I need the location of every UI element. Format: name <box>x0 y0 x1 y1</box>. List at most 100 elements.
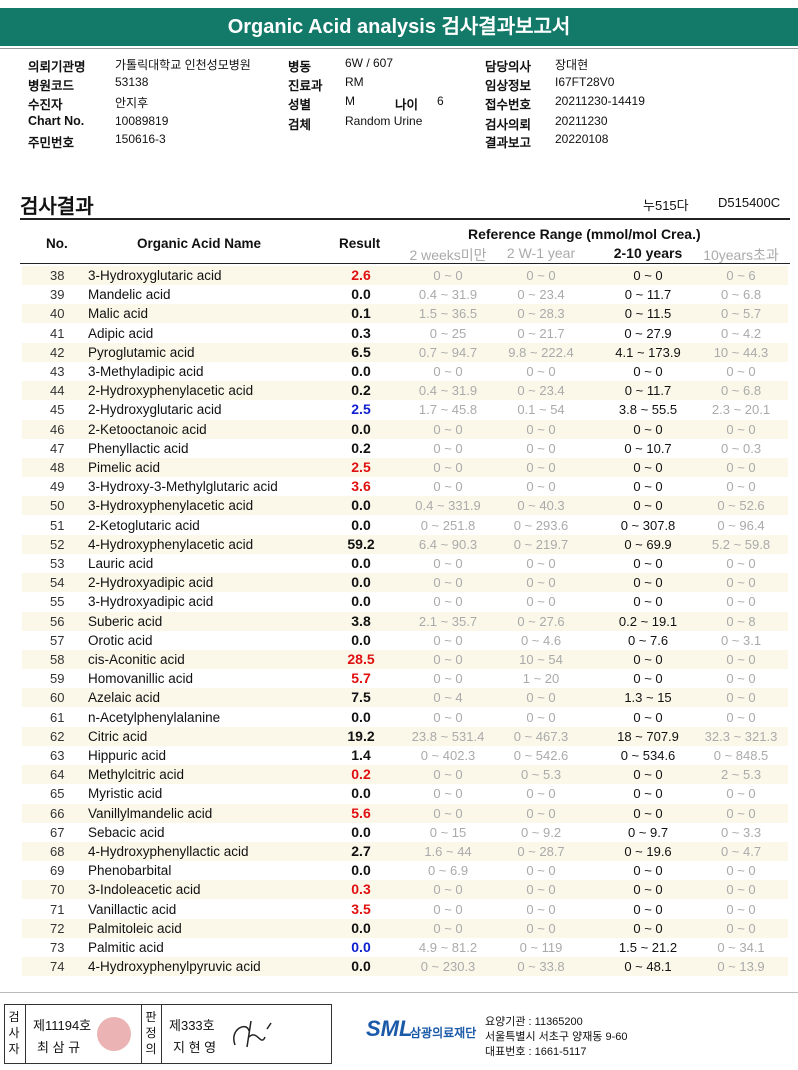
acid-name: 2-Hydroxyglutaric acid <box>88 402 222 418</box>
table-row: 71 Vanillactic acid 3.5 0 ~ 0 0 ~ 0 0 ~ 0 0 ~ … <box>22 900 788 919</box>
reference-range: 0 ~ 0 <box>726 652 756 667</box>
acid-name: 4-Hydroxyphenylpyruvic acid <box>88 959 261 975</box>
result: 0.0 <box>351 823 371 840</box>
row-no: 70 <box>50 882 65 898</box>
info-value: 20211230 <box>555 114 608 128</box>
reference-range: 0.4 ~ 331.9 <box>415 498 481 514</box>
reference-range: 0 ~ 0 <box>526 460 556 475</box>
reference-range: 0 ~ 467.3 <box>513 728 569 744</box>
table-row: 60 Azelaic acid 7.5 0 ~ 4 0 ~ 0 1.3 ~ 15 0 ~ 0 <box>22 688 788 708</box>
row-no: 59 <box>50 671 65 687</box>
divider <box>0 992 798 993</box>
judge-name: 지 현 영 <box>173 1040 217 1055</box>
result: 0.0 <box>351 939 371 955</box>
acid-name: 2-Hydroxyphenylacetic acid <box>88 383 254 399</box>
row-no: 46 <box>50 421 65 437</box>
reference-range: 0 ~ 0 <box>726 364 756 379</box>
table-row: 70 3-Indoleacetic acid 0.3 0 ~ 0 0 ~ 0 0 ~ 0 0… <box>22 880 788 900</box>
reference-range: 0 ~ 9.7 <box>627 824 669 840</box>
table-row: 49 3-Hydroxy-3-Methylglutaric acid 3.6 0 ~ … <box>22 477 788 496</box>
reference-range: 0 ~ 0 <box>526 440 556 456</box>
info-label: 나이 <box>395 98 419 112</box>
reference-range: 0 ~ 0 <box>433 882 463 898</box>
reference-range: 0 ~ 28.3 <box>517 306 565 322</box>
reference-range: 0 ~ 0 <box>633 460 663 475</box>
col-header: No. <box>46 236 68 251</box>
result: 2.5 <box>351 401 371 418</box>
examiner-role: 검사자 <box>8 1010 20 1056</box>
reference-range: 0 ~ 23.4 <box>517 287 565 303</box>
row-no: 66 <box>50 805 65 821</box>
acid-name: n-Acetylphenylalanine <box>88 709 221 725</box>
acid-name: Palmitic acid <box>88 940 164 955</box>
reference-range: 0 ~ 3.3 <box>720 824 762 840</box>
result: 0.1 <box>351 305 371 322</box>
reference-range: 1 ~ 20 <box>522 671 560 687</box>
seal <box>97 1017 131 1051</box>
row-no: 74 <box>50 959 65 975</box>
reference-range: 0 ~ 0 <box>433 556 463 571</box>
table-row: 69 Phenobarbital 0.0 0 ~ 6.9 0 ~ 0 0 ~ 0 0 ~ 0 <box>22 861 788 880</box>
reference-range: 18 ~ 707.9 <box>617 728 679 744</box>
row-no: 72 <box>50 920 65 936</box>
result: 0.3 <box>351 881 371 898</box>
report-title: Organic Acid analysis 검사결과보고서 <box>0 8 798 46</box>
result: 3.6 <box>351 478 371 495</box>
row-no: 52 <box>50 536 65 552</box>
reference-range: 0 ~ 0 <box>633 863 663 879</box>
acid-name: Mandelic acid <box>88 287 171 303</box>
table-row: 67 Sebacic acid 0.0 0 ~ 15 0 ~ 9.2 0 ~ 9.7 0 ~… <box>22 823 788 842</box>
acid-name: 2-Ketooctanoic acid <box>88 421 207 437</box>
reference-range: 0 ~ 33.8 <box>517 959 565 975</box>
result: 0.0 <box>351 516 371 533</box>
reference-range: 0 ~ 0 <box>526 805 556 821</box>
info-label: 임상정보 <box>485 79 532 93</box>
reference-range: 0 ~ 0 <box>526 556 556 571</box>
reference-range: 0 ~ 0 <box>526 479 556 495</box>
table-row: 47 Phenyllactic acid 0.2 0 ~ 0 0 ~ 0 0 ~ 10.7… <box>22 439 788 458</box>
info-label: 병동 <box>288 60 312 74</box>
reference-range: 0 ~ 0 <box>633 479 663 495</box>
reference-range: 0 ~ 5.7 <box>720 306 762 322</box>
acid-name: Pimelic acid <box>88 460 161 475</box>
acid-name: Sebacic acid <box>88 824 165 840</box>
reference-range: 0 ~ 0 <box>433 786 463 802</box>
section-title: 검사결과 <box>20 196 94 218</box>
acid-name: Suberic acid <box>88 613 163 629</box>
result: 0.2 <box>351 382 371 399</box>
result: 28.5 <box>347 651 375 667</box>
col-header: Reference Range (mmol/mol Crea.) <box>468 226 701 242</box>
row-no: 40 <box>50 306 65 322</box>
reference-range: 0 ~ 0 <box>526 575 556 591</box>
signature <box>233 1020 272 1048</box>
reference-range: 0 ~ 25 <box>429 325 467 341</box>
reference-range: 10 ~ 54 <box>519 652 563 667</box>
reference-range: 1.5 ~ 36.5 <box>418 306 478 322</box>
acid-name: 4-Hydroxyphenyllactic acid <box>88 844 249 859</box>
divider <box>0 48 798 49</box>
reference-range: 0 ~ 293.6 <box>513 517 569 533</box>
reference-range: 0 ~ 0 <box>526 901 556 917</box>
acid-name: Vanillactic acid <box>88 901 177 917</box>
reference-range: 0 ~ 34.1 <box>717 940 765 955</box>
reference-range: 0 ~ 15 <box>429 824 467 840</box>
reference-range: 0 ~ 0 <box>726 690 756 706</box>
reference-range: 10 ~ 44.3 <box>713 344 769 360</box>
divider <box>20 218 790 220</box>
report-code: 누515다 <box>643 198 689 213</box>
row-no: 38 <box>50 268 65 283</box>
row-no: 58 <box>50 652 65 667</box>
row-no: 55 <box>50 594 65 610</box>
reference-range: 0 ~ 11.5 <box>624 306 672 322</box>
acid-name: Malic acid <box>88 306 149 322</box>
result: 0.0 <box>351 574 371 591</box>
row-no: 49 <box>50 479 65 495</box>
range-header: 10years초과 <box>703 247 779 263</box>
reference-range: 0 ~ 0 <box>526 882 556 898</box>
row-no: 68 <box>50 844 65 859</box>
reference-range: 0 ~ 0 <box>433 632 463 648</box>
reference-range: 0 ~ 0 <box>633 268 663 283</box>
reference-range: 0 ~ 0 <box>726 575 756 591</box>
acid-name: Pyroglutamic acid <box>88 344 195 360</box>
table-row: 40 Malic acid 0.1 1.5 ~ 36.5 0 ~ 28.3 0 ~ 11.… <box>22 304 788 324</box>
